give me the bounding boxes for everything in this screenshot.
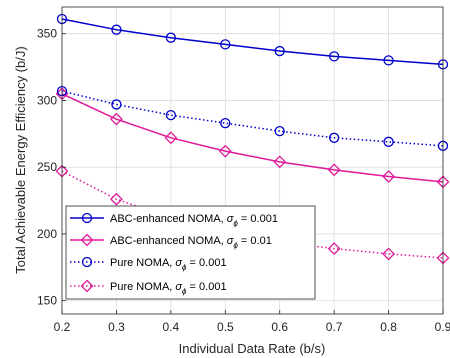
- legend-label-subscript: ϕ: [233, 241, 238, 250]
- legend: ABC-enhanced NOMA, σϕ = 0.001ABC-enhance…: [65, 205, 316, 300]
- legend-label-subscript: ϕ: [233, 219, 238, 228]
- series-2-point: [110, 112, 123, 126]
- x-tick-label: 0.2: [54, 320, 71, 334]
- series-2-point: [382, 170, 395, 183]
- legend-box: [65, 205, 316, 300]
- legend-marker-4: [80, 279, 94, 293]
- series-2-point: [164, 131, 178, 145]
- x-axis-label: Individual Data Rate (b/s): [179, 341, 326, 356]
- legend-label-text: ABC-enhanced NOMA,: [110, 213, 227, 225]
- legend-label-symbol: σ: [227, 235, 234, 247]
- series-3-point: [220, 117, 231, 129]
- series-1-point: [111, 24, 122, 35]
- y-tick-label: 150: [37, 294, 57, 308]
- legend-label-subscript: ϕ: [182, 263, 187, 272]
- legend-label-1: ABC-enhanced NOMA, σϕ = 0.001: [110, 213, 278, 228]
- x-tick-label: 0.4: [163, 320, 180, 334]
- legend-label-text: Pure NOMA,: [110, 257, 175, 269]
- legend-label-text: Pure NOMA,: [110, 281, 175, 293]
- legend-label-subscript: ϕ: [182, 287, 187, 296]
- legend-label-text: ABC-enhanced NOMA,: [110, 235, 227, 247]
- series-2-point: [273, 155, 287, 169]
- series-1-point: [220, 39, 231, 50]
- series-1-point: [328, 51, 340, 62]
- x-ticks: 0.2 0.3 0.4 0.5 0.6 0.7 0.8 0.9: [54, 310, 450, 334]
- legend-label-value: = 0.001: [238, 213, 278, 225]
- legend-label-2: ABC-enhanced NOMA, σϕ = 0.01: [110, 235, 272, 250]
- x-tick-label: 0.7: [326, 320, 343, 334]
- series-3-line: [61, 90, 444, 147]
- y-tick-label: 350: [37, 27, 57, 41]
- legend-label-symbol: σ: [227, 213, 234, 225]
- series-2-point: [327, 163, 341, 177]
- x-tick-label: 0.3: [108, 320, 125, 334]
- series-3-point: [165, 109, 177, 121]
- legend-marker-3: [81, 256, 93, 268]
- series-4-point: [327, 242, 341, 256]
- legend-label-symbol: σ: [175, 281, 182, 293]
- y-tick-label: 250: [37, 160, 57, 174]
- series-2: [55, 87, 450, 189]
- series-1-point: [274, 45, 285, 57]
- legend-marker-1: [81, 212, 93, 224]
- y-ticks: 150 200 250 300 350: [37, 27, 66, 308]
- x-tick-label: 0.5: [217, 320, 234, 334]
- series-2-point: [218, 144, 232, 158]
- series-3-point: [111, 99, 122, 110]
- legend-label-3: Pure NOMA, σϕ = 0.001: [110, 257, 227, 272]
- legend-label-value: = 0.001: [187, 281, 227, 293]
- series-3-point: [274, 125, 285, 137]
- legend-label-symbol: σ: [175, 257, 182, 269]
- series-1-line: [61, 18, 444, 66]
- series-4-point: [382, 247, 395, 261]
- plot-frame: [61, 6, 444, 315]
- x-tick-label: 0.8: [380, 320, 397, 334]
- series-3-point: [383, 136, 394, 147]
- series-1-point: [383, 55, 394, 66]
- series-3-point: [328, 132, 340, 143]
- x-tick-label: 0.9: [435, 320, 450, 334]
- legend-label-value: = 0.01: [238, 235, 272, 247]
- y-axis-label: Total Achievable Energy Efficiency (b/J): [13, 46, 28, 273]
- y-tick-label: 200: [37, 227, 57, 241]
- series-4-point: [110, 192, 123, 206]
- y-tick-label: 300: [37, 93, 57, 107]
- x-tick-label: 0.6: [271, 320, 288, 334]
- legend-label-value: = 0.001: [187, 257, 227, 269]
- legend-label-4: Pure NOMA, σϕ = 0.001: [110, 281, 227, 296]
- legend-marker-2: [80, 233, 94, 247]
- series-2-line: [61, 93, 444, 183]
- series-1-point: [165, 32, 177, 43]
